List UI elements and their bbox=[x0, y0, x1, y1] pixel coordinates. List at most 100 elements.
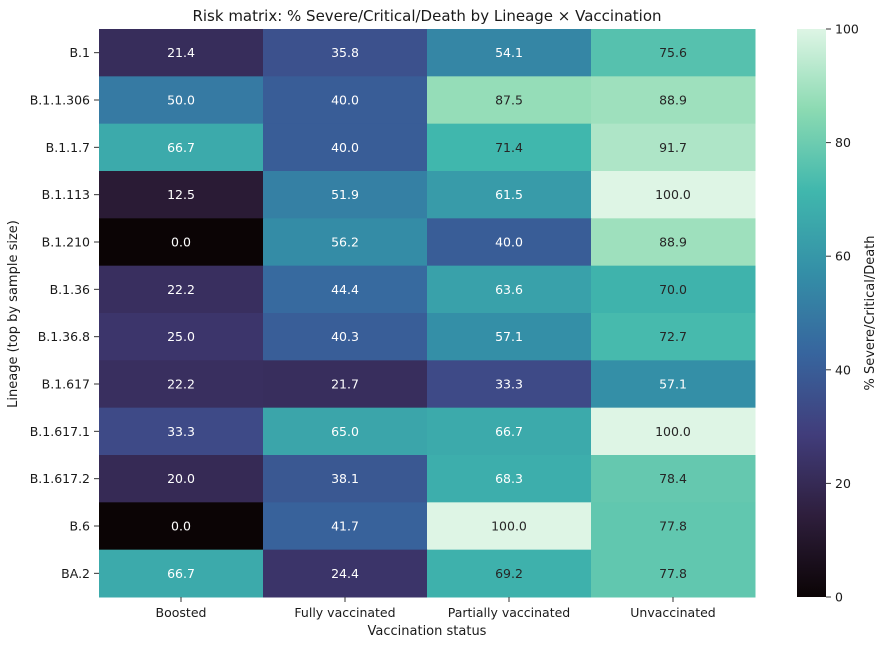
heatmap-cell bbox=[263, 360, 428, 409]
y-tick-label: B.1.210 bbox=[42, 235, 90, 250]
heatmap-cell bbox=[591, 313, 756, 361]
heatmap-cell bbox=[591, 76, 756, 125]
heatmap-cell-labels: 21.4 35.8 54.1 75.6 50.0 40.0 87.5 88.9 66.7 40.0… bbox=[167, 45, 691, 581]
x-tick-label: Boosted bbox=[156, 605, 207, 620]
y-tick-label: B.1.36 bbox=[50, 282, 90, 297]
cell-value-label: 12.5 bbox=[167, 187, 195, 202]
heatmap-cell bbox=[99, 549, 264, 598]
heatmap-cell bbox=[591, 265, 756, 314]
cell-value-label: 91.7 bbox=[659, 140, 687, 155]
heatmap-cell bbox=[591, 29, 756, 77]
y-axis-label: Lineage (top by sample size) bbox=[6, 220, 21, 408]
cell-value-label: 25.0 bbox=[167, 329, 195, 344]
colorbar-tick-label: 80 bbox=[835, 135, 851, 150]
y-tick-label: B.1.113 bbox=[42, 187, 90, 202]
cell-value-label: 100.0 bbox=[491, 519, 527, 534]
x-tick-label: Partially vaccinated bbox=[448, 605, 571, 620]
cell-value-label: 57.1 bbox=[659, 377, 687, 392]
cell-value-label: 71.4 bbox=[495, 140, 523, 155]
x-tick-label: Unvaccinated bbox=[630, 605, 715, 620]
heatmap-cell bbox=[99, 29, 264, 77]
y-tick-label: B.6 bbox=[69, 519, 90, 534]
cell-value-label: 44.4 bbox=[331, 282, 359, 297]
heatmap-cell bbox=[99, 123, 264, 172]
heatmap-cell bbox=[99, 265, 264, 314]
heatmap-cell bbox=[263, 218, 428, 267]
cell-value-label: 33.3 bbox=[495, 377, 523, 392]
heatmap-cell bbox=[591, 360, 756, 409]
y-tick-label: B.1 bbox=[69, 45, 90, 60]
colorbar bbox=[797, 29, 826, 597]
x-axis-label: Vaccination status bbox=[368, 624, 487, 639]
heatmap-cell bbox=[427, 313, 592, 361]
cell-value-label: 40.3 bbox=[331, 329, 359, 344]
heatmap-cell bbox=[99, 313, 264, 361]
heatmap-cell bbox=[263, 123, 428, 172]
heatmap-cell bbox=[263, 76, 428, 125]
cell-value-label: 100.0 bbox=[655, 187, 691, 202]
cell-value-label: 72.7 bbox=[659, 329, 687, 344]
heatmap-cell bbox=[591, 171, 756, 219]
cell-value-label: 66.7 bbox=[167, 140, 195, 155]
colorbar-tick-label: 40 bbox=[835, 362, 851, 377]
cell-value-label: 87.5 bbox=[495, 93, 523, 108]
cell-value-label: 88.9 bbox=[659, 93, 687, 108]
cell-value-label: 22.2 bbox=[167, 282, 195, 297]
cell-value-label: 40.0 bbox=[495, 235, 523, 250]
cell-value-label: 41.7 bbox=[331, 519, 359, 534]
cell-value-label: 33.3 bbox=[167, 424, 195, 439]
cell-value-label: 21.4 bbox=[167, 45, 195, 60]
heatmap-cell bbox=[263, 549, 428, 598]
heatmap-cell bbox=[591, 549, 756, 598]
colorbar-ticks: 0 20 40 60 80 100 bbox=[826, 22, 859, 605]
cell-value-label: 38.1 bbox=[331, 471, 359, 486]
heatmap-cell bbox=[427, 407, 592, 456]
cell-value-label: 77.8 bbox=[659, 519, 687, 534]
heatmap-cells bbox=[99, 29, 756, 598]
cell-value-label: 0.0 bbox=[171, 235, 191, 250]
cell-value-label: 69.2 bbox=[495, 566, 523, 581]
cell-value-label: 88.9 bbox=[659, 235, 687, 250]
cell-value-label: 63.6 bbox=[495, 282, 523, 297]
heatmap-cell bbox=[427, 76, 592, 125]
y-tick-label: B.1.617.1 bbox=[30, 424, 90, 439]
heatmap-cell bbox=[99, 407, 264, 456]
colorbar-tick-label: 100 bbox=[835, 22, 859, 37]
heatmap-cell bbox=[263, 502, 428, 551]
cell-value-label: 78.4 bbox=[659, 471, 687, 486]
cell-value-label: 40.0 bbox=[331, 140, 359, 155]
heatmap-cell bbox=[591, 218, 756, 267]
cell-value-label: 20.0 bbox=[167, 471, 195, 486]
heatmap-cell bbox=[427, 549, 592, 598]
colorbar-tick-label: 60 bbox=[835, 249, 851, 264]
heatmap-cell bbox=[427, 218, 592, 267]
x-tick-label: Fully vaccinated bbox=[294, 605, 395, 620]
heatmap-cell bbox=[263, 171, 428, 219]
cell-value-label: 54.1 bbox=[495, 45, 523, 60]
cell-value-label: 57.1 bbox=[495, 329, 523, 344]
heatmap-cell bbox=[99, 502, 264, 551]
heatmap-cell bbox=[263, 313, 428, 361]
y-tick-label: B.1.36.8 bbox=[38, 329, 90, 344]
x-axis-ticks: Boosted Fully vaccinated Partially vaccina… bbox=[156, 597, 716, 620]
y-tick-label: B.1.617.2 bbox=[30, 471, 90, 486]
cell-value-label: 0.0 bbox=[171, 519, 191, 534]
heatmap-cell bbox=[427, 29, 592, 77]
cell-value-label: 35.8 bbox=[331, 45, 359, 60]
heatmap-cell bbox=[427, 265, 592, 314]
heatmap-cell bbox=[591, 455, 756, 503]
heatmap-cell bbox=[427, 502, 592, 551]
heatmap-cell bbox=[99, 76, 264, 125]
cell-value-label: 70.0 bbox=[659, 282, 687, 297]
y-tick-label: BA.2 bbox=[61, 566, 90, 581]
heatmap-cell bbox=[263, 407, 428, 456]
cell-value-label: 77.8 bbox=[659, 566, 687, 581]
chart-title: Risk matrix: % Severe/Critical/Death by … bbox=[192, 7, 661, 25]
heatmap-cell bbox=[427, 123, 592, 172]
cell-value-label: 40.0 bbox=[331, 93, 359, 108]
cell-value-label: 51.9 bbox=[331, 187, 359, 202]
heatmap-cell bbox=[427, 360, 592, 409]
heatmap-cell bbox=[99, 455, 264, 503]
cell-value-label: 66.7 bbox=[167, 566, 195, 581]
colorbar-tick-label: 0 bbox=[835, 590, 843, 605]
